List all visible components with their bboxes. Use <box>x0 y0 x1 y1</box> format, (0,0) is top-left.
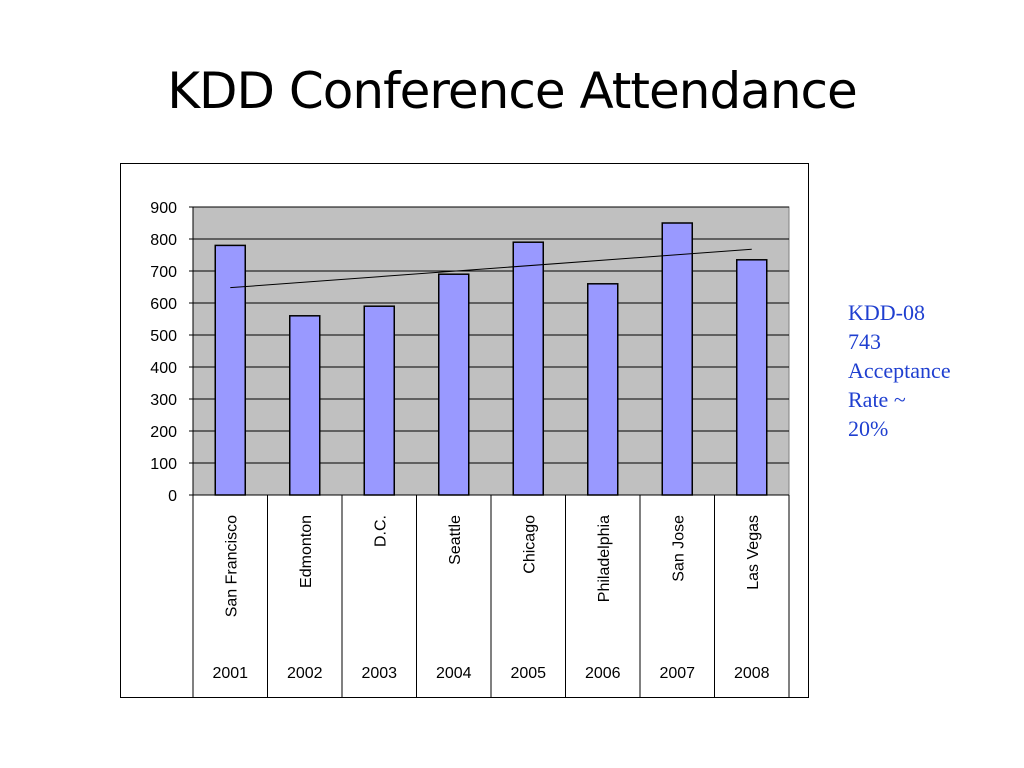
y-tick-label: 700 <box>150 264 177 281</box>
x-category-label: D.C. <box>372 515 389 547</box>
x-category-label: Seattle <box>447 515 464 565</box>
bar-chart: 0 100 200 300 400 500 600 700 800 900 San Francisc… <box>150 200 790 697</box>
slide-title: KDD Conference Attendance <box>167 62 858 120</box>
y-tick-label: 600 <box>150 296 177 313</box>
y-tick-label: 400 <box>150 360 177 377</box>
y-tick-label: 100 <box>150 456 177 473</box>
y-tick-label: 300 <box>150 392 177 409</box>
x-year-label: 2003 <box>361 665 397 682</box>
y-tick-label: 0 <box>168 488 177 505</box>
x-category-label: San Jose <box>670 515 687 582</box>
x-category-label: Edmonton <box>298 515 315 588</box>
x-year-label: 2006 <box>585 665 621 682</box>
trendline <box>230 248 752 289</box>
x-year-label: 2007 <box>659 665 695 682</box>
bar <box>512 241 544 496</box>
x-year-label: 2008 <box>734 665 770 682</box>
bar <box>587 283 619 496</box>
x-year-label: 2004 <box>436 665 472 682</box>
x-category-label: San Francisco <box>223 515 240 617</box>
bar <box>289 315 321 496</box>
bar <box>363 305 395 496</box>
y-tick-label: 900 <box>150 200 177 217</box>
side-note: KDD-08 743 Acceptance Rate ~ 20% <box>848 298 1018 443</box>
x-year-label: 2001 <box>212 665 248 682</box>
x-category-label: Philadelphia <box>596 515 613 602</box>
note-line-2: 743 <box>848 329 881 354</box>
y-tick-label: 200 <box>150 424 177 441</box>
bar <box>438 273 470 496</box>
y-tick-label: 800 <box>150 232 177 249</box>
y-tick-label: 500 <box>150 328 177 345</box>
chart-frame: 0 100 200 300 400 500 600 700 800 900 San Francisc… <box>120 163 809 698</box>
plot-area <box>192 206 790 496</box>
x-category-label: Las Vegas <box>745 515 762 590</box>
x-category-label: Chicago <box>521 515 538 574</box>
bar <box>736 259 768 496</box>
bar <box>661 222 693 496</box>
note-line-1: KDD-08 <box>848 300 925 325</box>
note-line-3: Acceptance <box>848 358 951 383</box>
x-year-label: 2005 <box>510 665 546 682</box>
note-line-5: 20% <box>848 416 889 441</box>
bar <box>214 244 246 496</box>
note-line-4: Rate ~ <box>848 387 906 412</box>
x-year-label: 2002 <box>287 665 323 682</box>
